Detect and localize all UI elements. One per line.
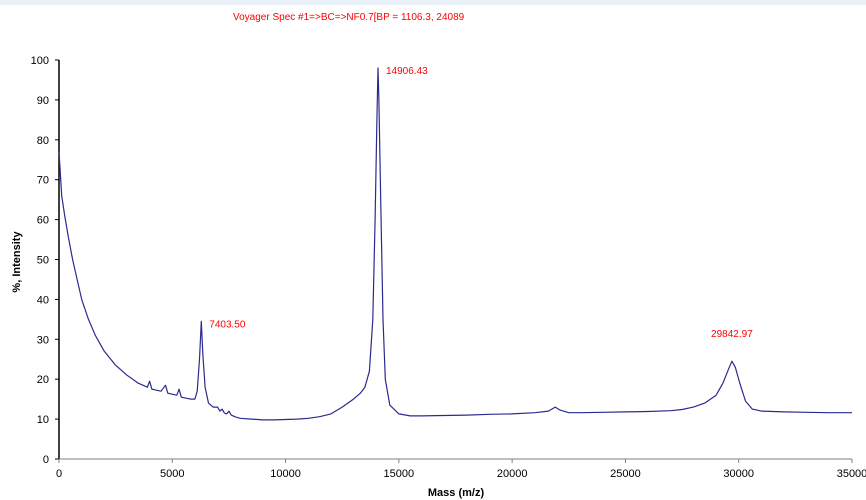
x-tick-label: 15000 (384, 468, 415, 480)
y-tick-label: 100 (31, 55, 49, 67)
y-axis-ticks: 0 10 20 30 40 50 60 70 80 90 100 (31, 55, 59, 466)
y-tick-label: 80 (37, 135, 49, 147)
y-tick-label: 20 (37, 374, 49, 386)
y-axis-title: %, Intensity (11, 231, 23, 293)
x-tick-label: 0 (56, 468, 62, 480)
y-tick-label: 70 (37, 175, 49, 187)
chart-title: Voyager Spec #1=>BC=>NF0.7[BP = 1106.3, … (233, 12, 465, 23)
x-axis-ticks: 0 5000 10000 15000 20000 25000 30000 35000 (56, 459, 866, 480)
peak-label: 29842.97 (711, 329, 753, 340)
y-tick-label: 60 (37, 215, 49, 227)
x-axis-title: Mass (m/z) (428, 487, 485, 499)
x-tick-label: 5000 (160, 468, 184, 480)
x-tick-label: 20000 (497, 468, 528, 480)
spectrum-series-line (58, 67, 852, 421)
x-tick-label: 30000 (723, 468, 754, 480)
peak-label: 7403.50 (209, 319, 246, 330)
y-tick-label: 30 (37, 334, 49, 346)
peak-label: 14906.43 (386, 66, 428, 77)
peak-annotations: 7403.50 14906.43 29842.97 (209, 66, 753, 340)
y-tick-label: 90 (37, 95, 49, 107)
x-tick-label: 10000 (270, 468, 301, 480)
y-tick-label: 40 (37, 294, 49, 306)
x-tick-label: 25000 (610, 468, 641, 480)
y-tick-label: 50 (37, 255, 49, 267)
y-tick-label: 10 (37, 414, 49, 426)
top-border-strip (0, 0, 866, 5)
y-tick-label: 0 (43, 454, 49, 466)
x-tick-label: 35000 (837, 468, 866, 480)
